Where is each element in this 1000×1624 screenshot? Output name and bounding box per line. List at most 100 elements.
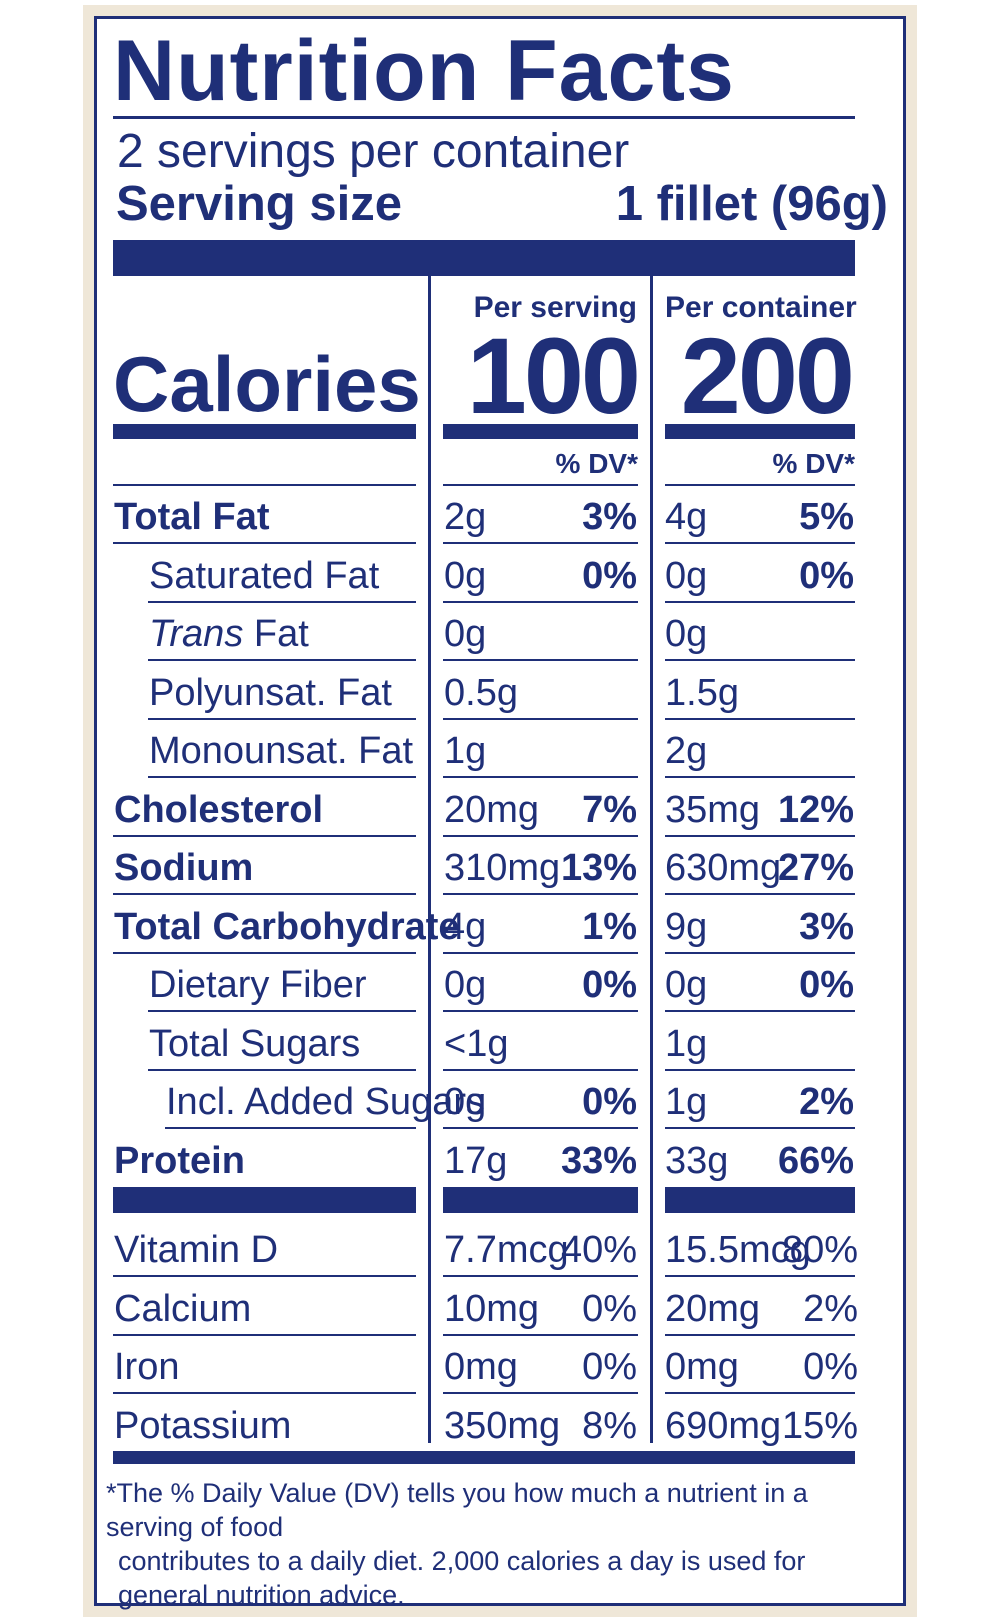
nutrient-name: Total Carbohydrate <box>114 905 460 948</box>
nutrient-container-amount: 1.5g <box>665 671 739 714</box>
nutrient-serving-amount: 1g <box>444 730 487 772</box>
vitamin-container-dv: 2% <box>803 1287 858 1330</box>
nutrient-container-amount: 0g <box>665 613 708 655</box>
calories-bar-serving <box>443 424 638 439</box>
vitamin-row-divider <box>443 1392 638 1394</box>
nutrient-container-dv: 5% <box>799 496 854 538</box>
nutrient-container-dv: 0% <box>799 554 854 597</box>
vitamin-serving-amount: 10mg <box>444 1287 540 1330</box>
vitamin-row: Iron 0mg 0% 0mg 0% <box>0 1336 1000 1394</box>
servings-per-container: 2 servings per container <box>117 125 630 178</box>
vitamin-row: Vitamin D 7.7mcg 40% 15.5mcg 80% <box>0 1219 1000 1277</box>
nutrient-serving-dv: 3% <box>582 496 637 538</box>
footnote-line-2: contributes to a daily diet. 2,000 calor… <box>118 1546 806 1610</box>
nutrient-serving-amount: 0g <box>444 1081 487 1123</box>
nutrient-row-divider <box>665 776 855 778</box>
nutrient-row: Protein 17g 33% 33g 66% <box>0 1130 1000 1188</box>
nutrient-serving-amount: 20mg <box>444 788 540 831</box>
nutrient-name: Protein <box>114 1139 245 1182</box>
vitamin-serving-amount: 350mg <box>444 1404 561 1447</box>
nutrient-serving-amount: 0.5g <box>444 671 518 714</box>
nutrient-row: Trans Fat 0g 0g <box>0 603 1000 661</box>
nutrient-container-amount: 630mg <box>665 847 782 889</box>
dv-heading-divider <box>113 484 416 486</box>
vitamin-container-amount: 15.5mcg <box>665 1229 811 1271</box>
nutrient-name: Polyunsat. Fat <box>149 671 392 714</box>
calories-bar-name <box>113 424 416 439</box>
nutrient-container-dv: 0% <box>799 964 854 1006</box>
dv-heading-container: % DV* <box>772 448 855 479</box>
nutrient-name: Saturated Fat <box>149 554 380 597</box>
vitamin-row: Calcium 10mg 0% 20mg 2% <box>0 1278 1000 1336</box>
vitamin-serving-amount: 0mg <box>444 1346 518 1388</box>
nutrient-container-dv: 3% <box>799 905 854 948</box>
nutrient-row-divider <box>665 1068 855 1071</box>
column-divider-left <box>428 258 431 1443</box>
calories-per-container: 200 <box>680 315 855 436</box>
trans-word: Trans <box>149 613 244 655</box>
vitamin-serving-amount: 7.7mcg <box>444 1229 569 1271</box>
nutrient-row-divider <box>443 542 638 544</box>
nutrient-row: Incl. Added Sugars 0g 0% 1g 2% <box>0 1071 1000 1129</box>
nutrient-row: Saturated Fat 0g 0% 0g 0% <box>0 545 1000 603</box>
nutrient-serving-amount: 2g <box>444 496 487 538</box>
label-title: Nutrition Facts <box>113 23 735 119</box>
vitamin-serving-dv: 0% <box>582 1346 637 1388</box>
nutrient-serving-amount: 17g <box>444 1139 508 1182</box>
nutrient-row: Total Sugars <1g 1g <box>0 1013 1000 1071</box>
nutrient-name: Cholesterol <box>114 788 324 831</box>
nutrient-row: Dietary Fiber 0g 0% 0g 0% <box>0 954 1000 1012</box>
nutrient-row-divider <box>443 776 638 778</box>
nutrient-row-divider <box>443 834 638 837</box>
vitamin-container-amount: 0mg <box>665 1346 739 1388</box>
nutrient-name: Incl. Added Sugars <box>166 1081 485 1123</box>
nutrient-row: Cholesterol 20mg 7% 35mg 12% <box>0 779 1000 837</box>
nutrient-row-divider <box>665 600 855 603</box>
nutrient-serving-amount: 0g <box>444 613 487 655</box>
footnote-line-1: *The % Daily Value (DV) tells you how mu… <box>106 1478 808 1542</box>
thick-bar-vitamins-name <box>113 1187 416 1213</box>
nutrient-row-divider <box>113 893 416 895</box>
nutrient-container-amount: 1g <box>665 1022 708 1065</box>
nutrient-name: Total Sugars <box>149 1022 361 1065</box>
nutrient-container-amount: 9g <box>665 905 708 948</box>
nutrient-container-amount: 33g <box>665 1139 729 1182</box>
vitamin-row-divider <box>665 1333 855 1336</box>
nutrient-row-divider <box>443 1127 638 1129</box>
nutrient-serving-dv: 0% <box>582 964 637 1006</box>
nutrient-row-divider <box>665 717 855 720</box>
nutrient-row-divider <box>113 542 416 544</box>
calories-per-serving: 100 <box>466 315 641 436</box>
nutrient-serving-dv: 0% <box>582 554 637 597</box>
vitamin-container-amount: 690mg <box>665 1404 782 1447</box>
thick-bar-bottom <box>113 1451 855 1464</box>
nutrient-row-divider <box>148 600 416 603</box>
nutrient-container-dv: 2% <box>799 1081 854 1123</box>
nutrient-row-divider <box>443 951 638 954</box>
nutrient-container-amount: 0g <box>665 964 708 1006</box>
thick-bar-top <box>113 240 855 276</box>
nutrient-name: Sodium <box>114 847 254 889</box>
nutrient-row-divider <box>665 951 855 954</box>
vitamin-row-divider <box>113 1392 416 1394</box>
vitamin-serving-dv: 8% <box>582 1404 637 1447</box>
vitamin-container-amount: 20mg <box>665 1287 761 1330</box>
nutrient-row-divider <box>665 834 855 837</box>
vitamin-serving-dv: 40% <box>560 1229 637 1271</box>
nutrient-row-divider <box>443 1068 638 1071</box>
vitamin-row-divider <box>443 1333 638 1336</box>
nutrient-row-divider <box>665 1127 855 1129</box>
vitamin-name: Iron <box>114 1346 180 1388</box>
column-divider-right <box>650 258 653 1443</box>
dv-heading-divider <box>665 484 855 486</box>
nutrient-row-divider <box>113 834 416 837</box>
nutrient-name: Trans Fat <box>149 613 309 655</box>
nutrient-serving-amount: <1g <box>444 1022 509 1065</box>
nutrient-row-divider <box>148 1010 416 1012</box>
nutrient-serving-amount: 0g <box>444 964 487 1006</box>
nutrient-row: Total Fat 2g 3% 4g 5% <box>0 486 1000 544</box>
nutrient-row-divider <box>443 717 638 720</box>
vitamin-container-dv: 15% <box>781 1404 858 1447</box>
thick-bar-vitamins-serving <box>443 1187 638 1213</box>
vitamin-name: Calcium <box>114 1287 252 1330</box>
